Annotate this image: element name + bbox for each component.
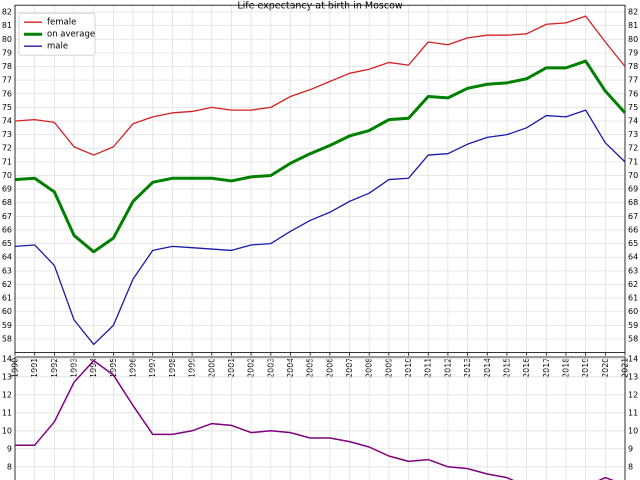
y-tick-label: 69 bbox=[2, 185, 12, 194]
legend-label: male bbox=[47, 42, 68, 52]
y-tick-label: 60 bbox=[2, 307, 12, 316]
y-tick-label-right: 61 bbox=[628, 294, 638, 303]
y-tick-label: 67 bbox=[2, 212, 12, 221]
y-tick-label-right: 10 bbox=[628, 426, 638, 435]
y-tick-label-right: 80 bbox=[628, 35, 638, 44]
y-tick-label: 65 bbox=[2, 239, 12, 248]
y-tick-label: 11 bbox=[2, 408, 12, 417]
y-tick-label: 64 bbox=[2, 253, 12, 262]
y-tick-label: 9 bbox=[7, 444, 12, 453]
y-tick-label: 66 bbox=[2, 225, 12, 234]
y-tick-label: 8 bbox=[7, 462, 12, 471]
chart-title: Life expectancy at birth in Moscow bbox=[237, 1, 403, 12]
plot-frame bbox=[14, 356, 626, 480]
y-tick-label: 73 bbox=[2, 130, 12, 139]
y-tick-label-right: 58 bbox=[628, 334, 638, 343]
y-tick-label-right: 13 bbox=[628, 372, 638, 381]
y-tick-label: 62 bbox=[2, 280, 12, 289]
y-tick-label-right: 11 bbox=[628, 408, 638, 417]
y-tick-label-right: 59 bbox=[628, 321, 638, 330]
y-tick-label-right: 71 bbox=[628, 157, 638, 166]
y-tick-label: 79 bbox=[2, 48, 12, 57]
y-tick-label: 68 bbox=[2, 198, 12, 207]
series-line bbox=[14, 15, 626, 156]
y-tick-label-right: 79 bbox=[628, 48, 638, 57]
plot-frame bbox=[14, 4, 626, 353]
y-tick-label: 80 bbox=[2, 35, 12, 44]
y-tick-label-right: 74 bbox=[628, 117, 638, 126]
y-tick-label: 81 bbox=[2, 21, 12, 30]
y-tick-label-right: 82 bbox=[628, 8, 638, 17]
y-tick-label: 63 bbox=[2, 266, 12, 275]
y-tick-label: 75 bbox=[2, 103, 12, 112]
y-tick-label-right: 69 bbox=[628, 185, 638, 194]
y-tick-label: 70 bbox=[2, 171, 12, 180]
y-tick-label-right: 70 bbox=[628, 171, 638, 180]
y-tick-label: 13 bbox=[2, 372, 12, 381]
y-tick-label-right: 67 bbox=[628, 212, 638, 221]
series-line bbox=[14, 109, 626, 346]
y-tick-label-right: 8 bbox=[628, 462, 633, 471]
y-tick-label-right: 9 bbox=[628, 444, 633, 453]
y-tick-label: 58 bbox=[2, 334, 12, 343]
y-tick-label: 59 bbox=[2, 321, 12, 330]
y-tick-label-right: 12 bbox=[628, 390, 638, 399]
legend-label: female bbox=[47, 18, 76, 28]
y-tick-label-right: 72 bbox=[628, 144, 638, 153]
y-tick-label: 77 bbox=[2, 76, 12, 85]
y-tick-label-right: 76 bbox=[628, 89, 638, 98]
y-tick-label-right: 77 bbox=[628, 76, 638, 85]
y-tick-label: 78 bbox=[2, 62, 12, 71]
y-tick-label-right: 75 bbox=[628, 103, 638, 112]
y-tick-label-right: 65 bbox=[628, 239, 638, 248]
y-tick-label-right: 64 bbox=[628, 253, 638, 262]
y-tick-label-right: 14 bbox=[628, 354, 638, 363]
series-line bbox=[14, 59, 627, 254]
y-tick-label: 71 bbox=[2, 157, 12, 166]
series-line bbox=[15, 359, 615, 480]
y-tick-label: 74 bbox=[2, 117, 12, 126]
y-tick-label: 61 bbox=[2, 294, 12, 303]
y-tick-label-right: 62 bbox=[628, 280, 638, 289]
y-tick-label: 10 bbox=[2, 426, 12, 435]
y-tick-label-right: 73 bbox=[628, 130, 638, 139]
y-tick-label-right: 68 bbox=[628, 198, 638, 207]
legend-box bbox=[18, 12, 96, 56]
y-tick-label: 12 bbox=[2, 390, 12, 399]
y-tick-label-right: 66 bbox=[628, 225, 638, 234]
y-tick-label-right: 78 bbox=[628, 62, 638, 71]
y-tick-label: 72 bbox=[2, 144, 12, 153]
y-tick-label-right: 63 bbox=[628, 266, 638, 275]
y-tick-label-right: 60 bbox=[628, 307, 638, 316]
y-tick-label-right: 81 bbox=[628, 21, 638, 30]
y-tick-label: 76 bbox=[2, 89, 12, 98]
y-tick-label: 82 bbox=[2, 8, 12, 17]
y-tick-label: 14 bbox=[2, 354, 12, 363]
legend-label: on average bbox=[47, 30, 95, 40]
